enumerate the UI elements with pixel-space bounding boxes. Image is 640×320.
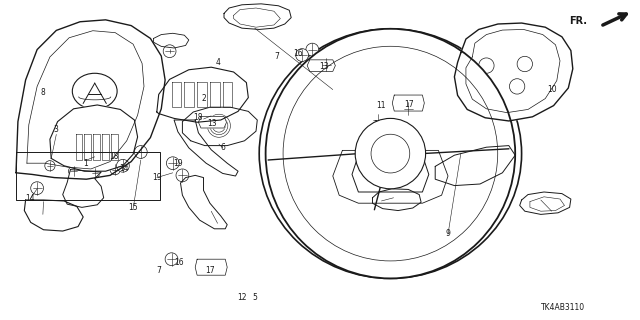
Text: 12: 12 bbox=[237, 293, 246, 302]
Text: 17: 17 bbox=[404, 100, 414, 109]
Text: 16: 16 bbox=[174, 258, 184, 267]
Text: 18: 18 bbox=[109, 152, 118, 161]
Polygon shape bbox=[454, 23, 573, 121]
Circle shape bbox=[296, 49, 308, 61]
Polygon shape bbox=[333, 150, 448, 203]
Polygon shape bbox=[24, 200, 83, 231]
Polygon shape bbox=[392, 95, 424, 111]
Text: 15: 15 bbox=[128, 204, 138, 212]
Text: 1: 1 bbox=[83, 159, 88, 168]
Circle shape bbox=[306, 43, 319, 56]
Circle shape bbox=[165, 253, 178, 266]
Text: 19: 19 bbox=[173, 159, 183, 168]
Text: 16: 16 bbox=[292, 49, 303, 58]
Text: 7: 7 bbox=[274, 52, 279, 61]
Polygon shape bbox=[195, 259, 227, 275]
Polygon shape bbox=[182, 107, 257, 146]
Circle shape bbox=[166, 157, 179, 170]
Polygon shape bbox=[520, 192, 571, 214]
Text: 11: 11 bbox=[377, 101, 386, 110]
Circle shape bbox=[31, 182, 44, 195]
Ellipse shape bbox=[72, 73, 117, 109]
Text: 14: 14 bbox=[25, 194, 35, 203]
Text: 3: 3 bbox=[54, 125, 59, 134]
Polygon shape bbox=[352, 146, 429, 192]
Text: 14: 14 bbox=[119, 164, 129, 173]
Text: 19: 19 bbox=[152, 173, 162, 182]
Polygon shape bbox=[180, 175, 227, 229]
Circle shape bbox=[110, 164, 120, 175]
Text: 4: 4 bbox=[215, 58, 220, 67]
Circle shape bbox=[355, 118, 426, 189]
Polygon shape bbox=[154, 33, 189, 48]
Polygon shape bbox=[16, 20, 165, 179]
Circle shape bbox=[176, 169, 189, 182]
Polygon shape bbox=[198, 116, 227, 128]
Polygon shape bbox=[157, 67, 248, 122]
Circle shape bbox=[371, 114, 384, 126]
Circle shape bbox=[134, 146, 147, 158]
Text: 6: 6 bbox=[220, 143, 225, 152]
Circle shape bbox=[45, 161, 55, 171]
Text: 10: 10 bbox=[547, 85, 557, 94]
Text: 18: 18 bbox=[194, 113, 203, 122]
Circle shape bbox=[479, 58, 494, 73]
Circle shape bbox=[90, 168, 100, 178]
Polygon shape bbox=[307, 60, 335, 71]
Text: 7: 7 bbox=[156, 266, 161, 275]
Circle shape bbox=[509, 79, 525, 94]
Text: 13: 13 bbox=[207, 119, 218, 128]
Ellipse shape bbox=[259, 29, 522, 278]
Text: 5: 5 bbox=[252, 293, 257, 302]
Polygon shape bbox=[63, 170, 104, 207]
Circle shape bbox=[517, 56, 532, 72]
Text: TK4AB3110: TK4AB3110 bbox=[541, 303, 585, 312]
Polygon shape bbox=[174, 120, 238, 176]
Text: 8: 8 bbox=[40, 88, 45, 97]
Polygon shape bbox=[435, 146, 515, 186]
Circle shape bbox=[163, 45, 176, 58]
Circle shape bbox=[116, 159, 129, 172]
Polygon shape bbox=[50, 105, 138, 171]
Circle shape bbox=[68, 166, 79, 176]
Circle shape bbox=[320, 58, 333, 71]
Circle shape bbox=[266, 29, 515, 278]
Polygon shape bbox=[224, 4, 291, 29]
Text: 17: 17 bbox=[205, 266, 215, 275]
Polygon shape bbox=[372, 189, 421, 211]
Text: 16: 16 bbox=[372, 120, 383, 129]
Text: 9: 9 bbox=[445, 229, 451, 238]
Circle shape bbox=[402, 102, 415, 115]
Text: FR.: FR. bbox=[570, 16, 588, 26]
Text: 13: 13 bbox=[319, 62, 329, 71]
Text: 2: 2 bbox=[201, 94, 206, 103]
